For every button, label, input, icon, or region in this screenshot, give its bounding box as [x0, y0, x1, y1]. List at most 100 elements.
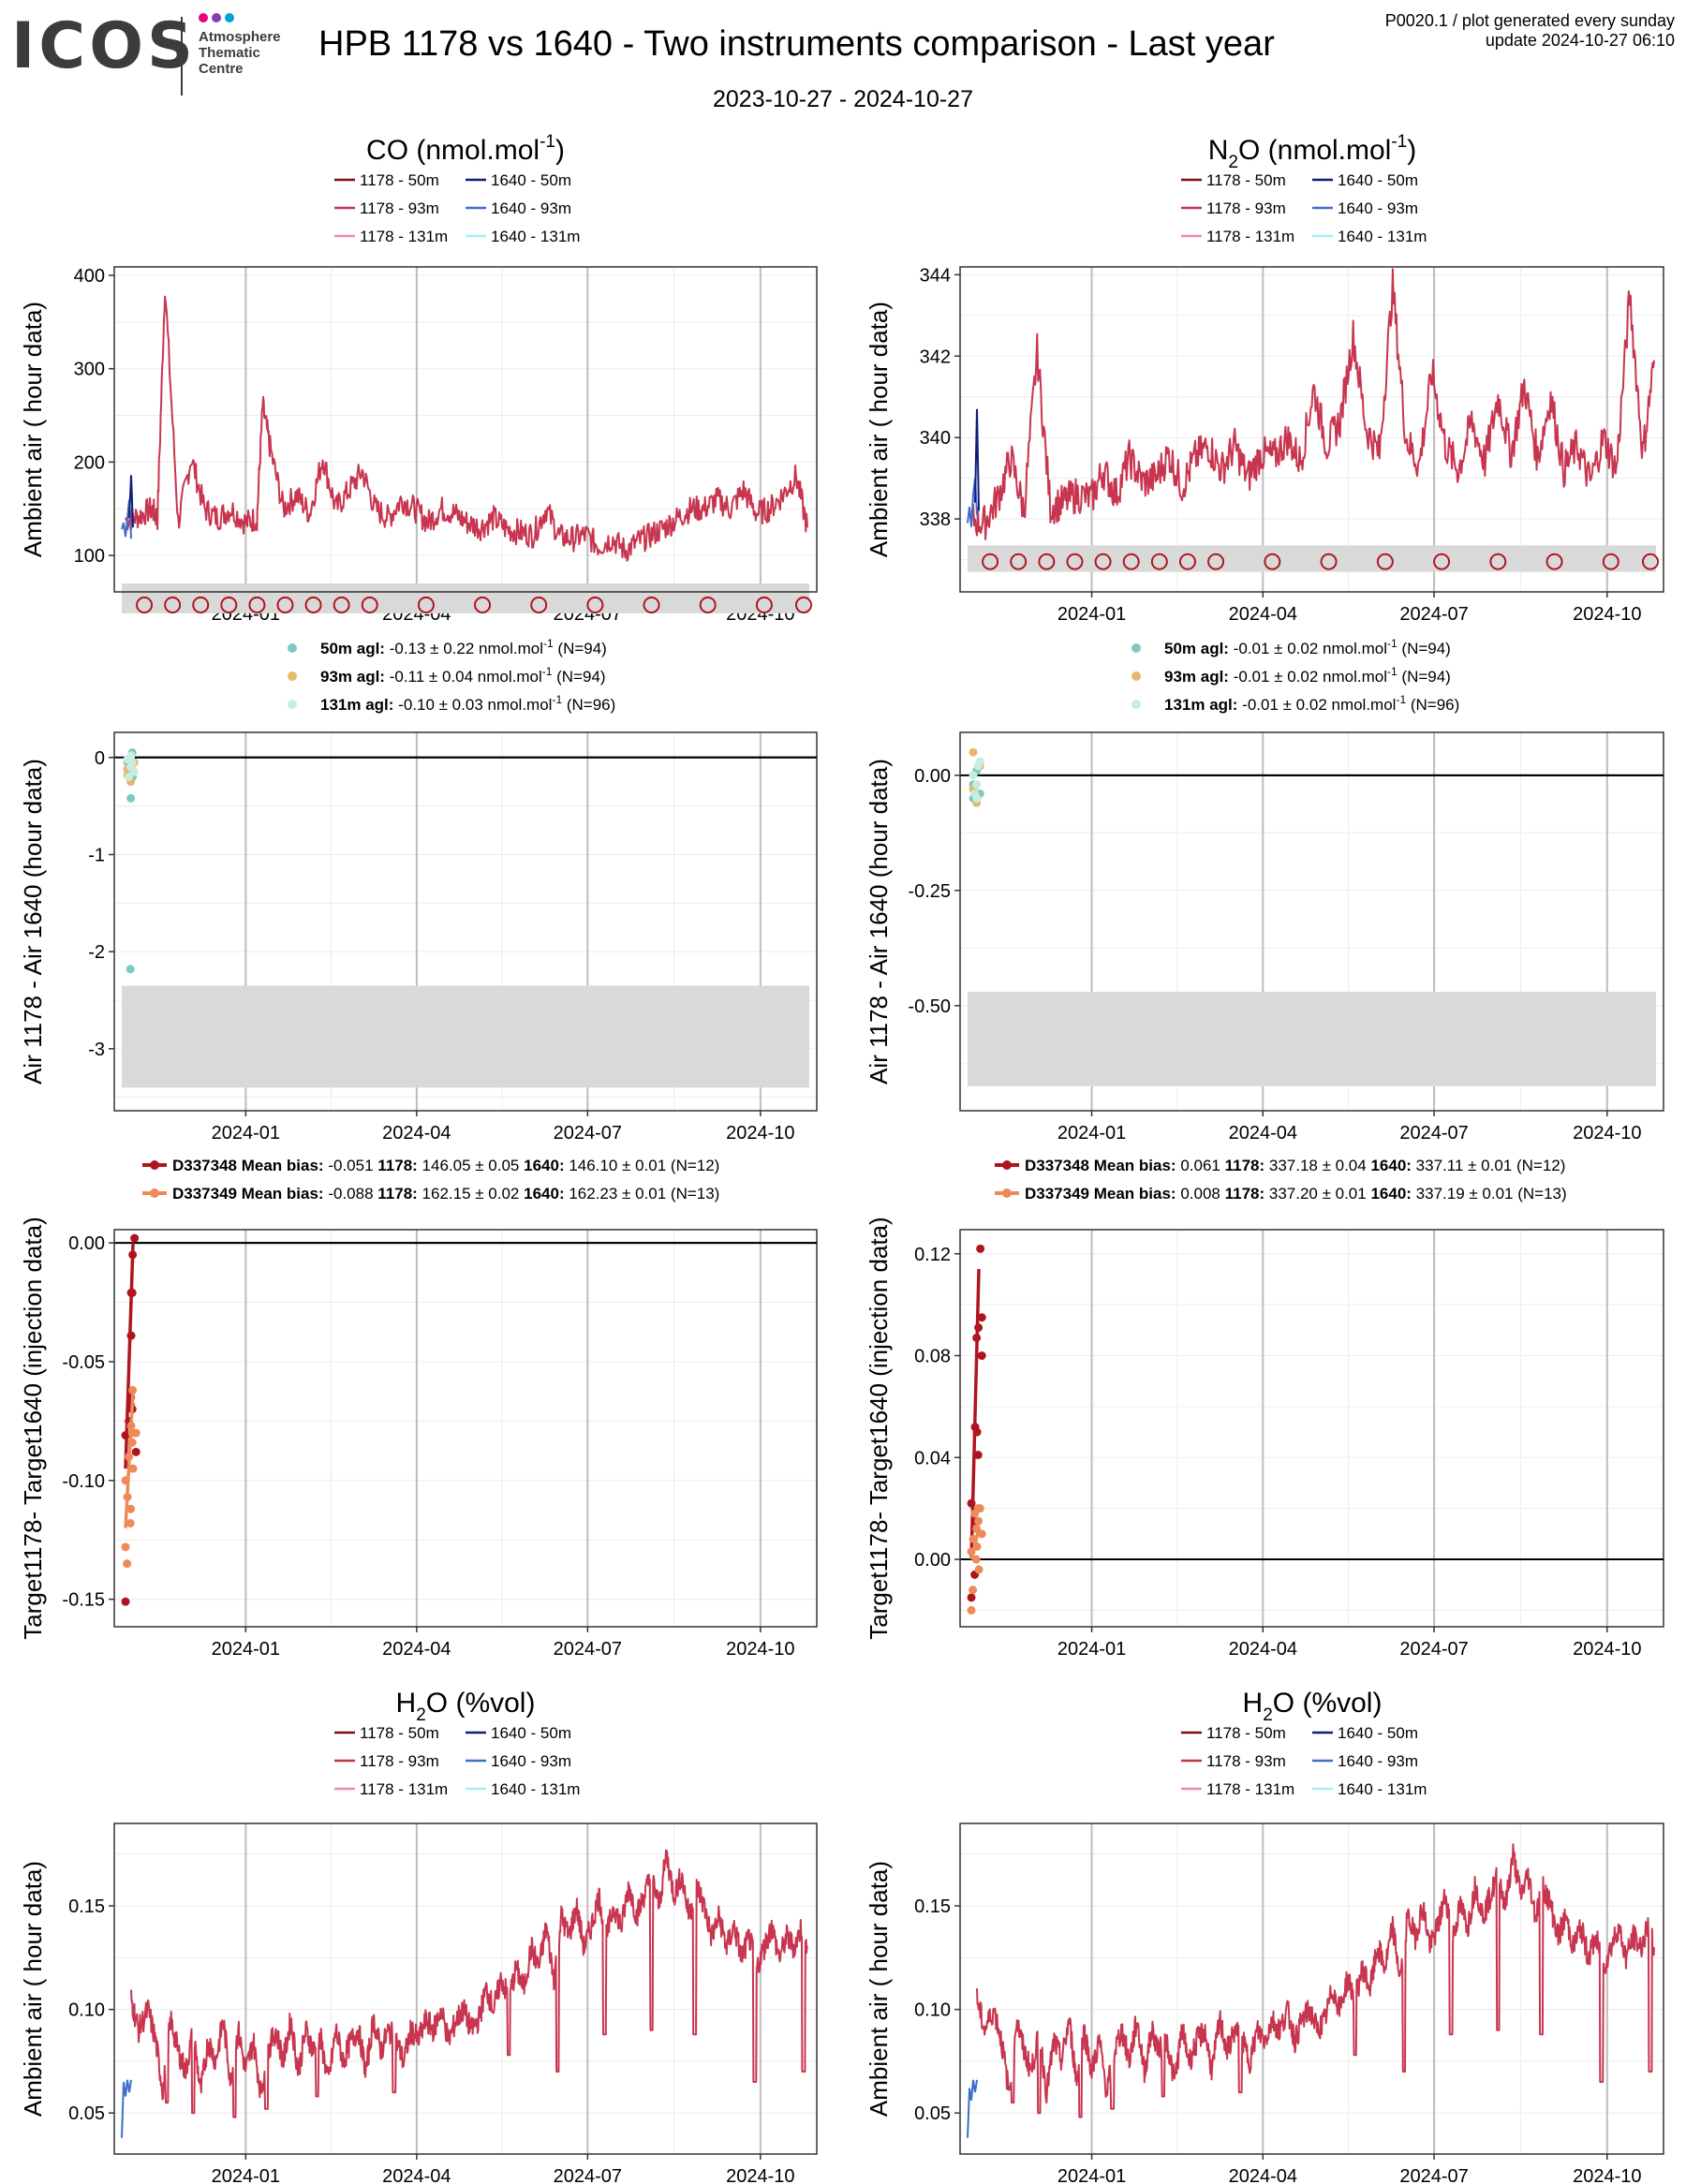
calibration-marker — [1376, 553, 1394, 570]
stats-entry: 50m agl: -0.01 ± 0.02 nmol.mol-1 (N=94) — [1164, 637, 1451, 657]
calibration-marker — [1150, 553, 1168, 570]
generation-info: P0020.1 / plot generated every sunday up… — [1385, 11, 1675, 51]
text-run: 337.11 ± 0.01 (N=12) — [1416, 1157, 1566, 1174]
generation-note: P0020.1 / plot generated every sunday — [1384, 11, 1675, 30]
stats-swatch — [288, 643, 297, 653]
stats-swatch — [288, 700, 297, 709]
x-tick-label: 2024-01 — [1057, 1123, 1126, 1144]
logo-sub-line: Thematic — [199, 45, 260, 61]
series-legend: 1178 - 50m 1640 - 50m 1178 - 93m 1640 - 93m… — [334, 171, 580, 245]
series-layer — [967, 1843, 1655, 2138]
text-run: ) — [555, 135, 565, 166]
text-run: -0.11 ± 0.04 nmol.mol — [390, 668, 542, 686]
chart-panel-co_target: 2024-01 2024-04 2024-07 2024-10 -0.15 -0.10 -0… — [19, 1217, 818, 1660]
y-tick-label: 0.00 — [914, 1550, 951, 1571]
legend-label: 1178 - 93m — [1206, 199, 1286, 217]
text-run: 0.008 — [1180, 1185, 1224, 1203]
data-point-D337348 — [977, 1351, 986, 1361]
y-tick-label: 200 — [74, 452, 105, 473]
text-run: -1 — [540, 132, 555, 152]
text-run: 50m agl: — [1164, 640, 1234, 657]
text-run: H — [396, 1688, 417, 1719]
chart-panel-n2o_target: 2024-01 2024-04 2024-07 2024-10 0.00 0.04 0.08… — [865, 1217, 1664, 1660]
plot-border — [959, 731, 1664, 1112]
legend-label: 1640 - 50m — [1338, 171, 1418, 189]
plot-border — [959, 1822, 1664, 2155]
calibration-marker — [474, 597, 491, 613]
series-line-1178-93m — [130, 1849, 808, 2118]
text-run: -0.10 ± 0.03 nmol.mol — [398, 696, 552, 714]
legend-label: 1640 - 93m — [1338, 199, 1418, 217]
x-tick-label: 2024-10 — [726, 1123, 794, 1144]
series-line-1640-93m — [121, 2079, 132, 2138]
stats-entry: 93m agl: -0.01 ± 0.02 nmol.mol-1 (N=94) — [1164, 665, 1451, 686]
data-point-D337348 — [976, 1244, 985, 1253]
legend-label: 1178 - 131m — [360, 228, 448, 245]
text-run: 2 — [1228, 153, 1238, 172]
text-run: -1 — [1396, 693, 1406, 706]
logo-sub-line: Centre — [199, 61, 244, 77]
y-tick-label: -2 — [88, 942, 105, 963]
x-tick-label: 2024-01 — [212, 1123, 280, 1144]
x-tick-label: 2024-04 — [1229, 1639, 1297, 1660]
calibration-marker — [276, 597, 294, 613]
legend-label: 1178 - 93m — [1206, 1752, 1286, 1770]
calibration-marker — [1642, 553, 1659, 570]
x-tick-label: 2024-07 — [1399, 1123, 1468, 1144]
calibration-marker — [192, 597, 210, 613]
date-range: 2023-10-27 - 2024-10-27 — [713, 86, 973, 112]
stats-entry: 131m agl: -0.10 ± 0.03 nmol.mol-1 (N=96) — [320, 693, 615, 714]
text-run: -1 — [542, 665, 553, 678]
logo-wordmark: ICOS — [11, 9, 197, 83]
text-run: CO (nmol.mol — [366, 135, 540, 166]
series-line-1178-93m — [970, 268, 1655, 540]
text-run: 337.18 ± 0.04 — [1269, 1157, 1371, 1174]
chart-panel-n2o_diff: 2024-01 2024-04 2024-07 2024-10 -0.50 -0.25 0.… — [865, 731, 1664, 1144]
plot-area — [960, 267, 1664, 592]
target-swatch-dot — [1002, 1160, 1012, 1170]
stats-entry: 131m agl: -0.01 ± 0.02 nmol.mol-1 (N=96) — [1164, 693, 1459, 714]
text-run: Mean bias: — [242, 1185, 329, 1203]
legend-label: 1178 - 131m — [360, 1780, 448, 1798]
data-point-D337349 — [126, 1518, 135, 1527]
text-run: N — [1208, 135, 1229, 166]
text-run: 1640: — [524, 1157, 569, 1174]
text-run: (N=96) — [562, 696, 615, 714]
data-point-D337348 — [967, 1593, 976, 1602]
data-point-D337348 — [977, 1313, 986, 1322]
y-tick-label: 0.00 — [68, 1233, 105, 1254]
x-tick-label: 2024-10 — [1573, 2166, 1641, 2184]
text-run: (N=94) — [554, 640, 607, 657]
text-run: 1178: — [1225, 1157, 1269, 1174]
x-tick-label: 2024-01 — [1057, 604, 1126, 625]
text-run: (N=94) — [1398, 668, 1451, 686]
y-tick-label: -0.05 — [62, 1352, 105, 1373]
legend-label: 1178 - 93m — [360, 199, 439, 217]
legend-label: 1640 - 50m — [491, 1724, 571, 1742]
series-legend: 1178 - 50m 1640 - 50m 1178 - 93m 1640 - 93m… — [1181, 171, 1427, 245]
data-point-D337349 — [121, 1542, 130, 1552]
text-run: D337348 — [172, 1157, 242, 1174]
text-run: O (nmol.mol — [1238, 135, 1391, 166]
data-point-D337349 — [974, 1565, 984, 1574]
stats-legend: 50m agl: -0.13 ± 0.22 nmol.mol-1 (N=94)9… — [288, 637, 615, 714]
calibration-marker — [220, 597, 238, 613]
data-point-50magl — [126, 793, 136, 803]
calibration-marker — [586, 597, 604, 613]
logo-sub-line: Atmosphere — [199, 29, 281, 45]
y-tick-label: 400 — [74, 266, 105, 287]
y-axis-label: Target1178- Target1640 (injection data) — [865, 1217, 893, 1639]
y-tick-label: 300 — [74, 360, 105, 380]
x-tick-label: 2024-07 — [554, 2166, 622, 2184]
text-run: -1 — [1387, 637, 1398, 650]
calibration-marker — [1010, 553, 1028, 570]
text-run: ) — [1407, 135, 1416, 166]
data-point-D337349 — [970, 1509, 980, 1518]
text-run: 1640: — [524, 1185, 569, 1203]
chart-panel-co_ambient: 2024-01 2024-04 2024-07 2024-10100200300400… — [19, 266, 818, 625]
y-tick-label: 0.00 — [914, 766, 951, 787]
target-swatch-dot — [1002, 1188, 1012, 1198]
y-tick-label: -0.50 — [908, 996, 951, 1017]
y-axis-label: Ambient air ( hour data) — [865, 302, 893, 557]
text-run: -0.01 ± 0.02 nmol.mol — [1234, 668, 1387, 686]
